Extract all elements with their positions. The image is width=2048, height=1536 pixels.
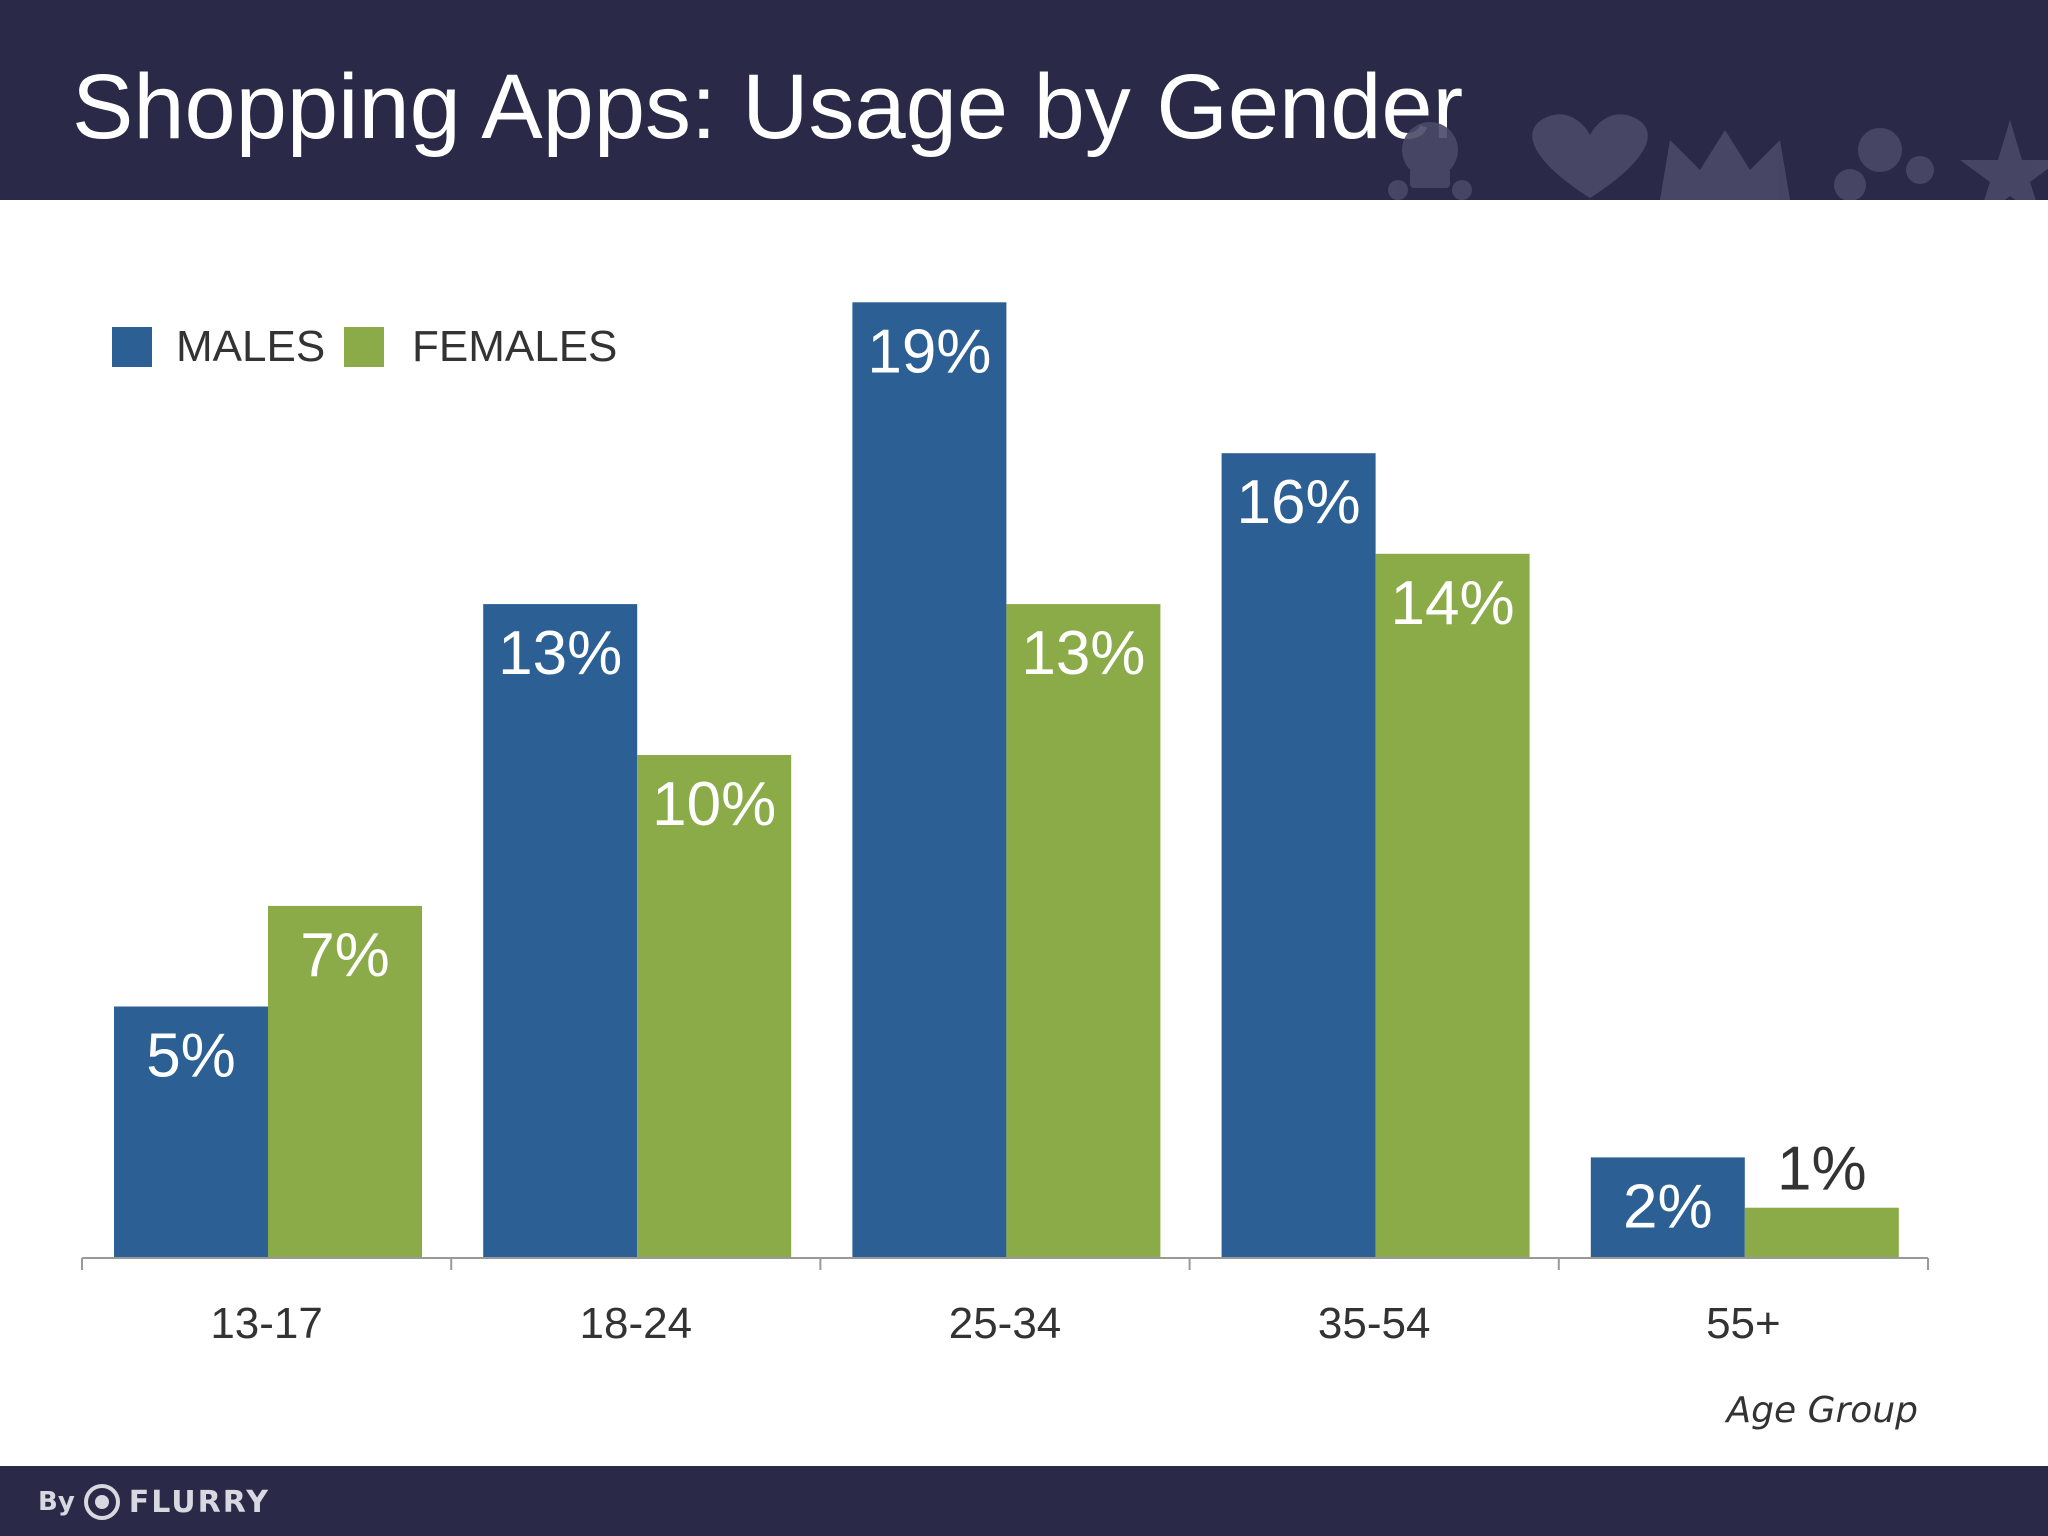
slide-header: Shopping Apps: Usage by Gender [0, 0, 2048, 200]
skull-icon [1388, 122, 1472, 200]
bar-males-35-54 [1221, 453, 1376, 1258]
x-tick-label-35-54: 35-54 [1318, 1299, 1431, 1348]
brand-name: FLURRY [128, 1484, 270, 1520]
chart-legend: MALES FEMALES [112, 322, 617, 371]
x-tick-label-18-24: 18-24 [580, 1299, 693, 1348]
data-label-females-35-54: 14% [1391, 569, 1515, 638]
bar-males-55+ [1590, 1157, 1745, 1258]
bar-females-25-34 [1006, 604, 1161, 1258]
bar-chart: MALES FEMALES 5% 7% 13% 10% 19% 13% 16% 14% 2% 1%… [81, 302, 1929, 1431]
data-label-females-25-34: 13% [1021, 619, 1145, 688]
legend-label-males: MALES [176, 322, 325, 371]
data-label-females-55+: 1% [1777, 1135, 1867, 1204]
x-tick-label-55+: 55+ [1706, 1299, 1781, 1348]
decorative-icons [1388, 114, 2048, 200]
data-label-males-13-17: 5% [146, 1022, 236, 1091]
legend-swatch-males [112, 327, 152, 367]
flurry-logo-icon [83, 1484, 120, 1520]
legend-swatch-females [344, 327, 384, 367]
bar-females-18-24 [637, 755, 792, 1258]
page-title: Shopping Apps: Usage by Gender [72, 56, 1464, 158]
bar-males-18-24 [483, 604, 638, 1258]
data-label-females-18-24: 10% [652, 770, 776, 839]
slide-footer [0, 1466, 2048, 1536]
heart-icon [1532, 114, 1648, 198]
x-tick-label-25-34: 25-34 [949, 1299, 1062, 1348]
gear-icon [1834, 128, 1934, 200]
brand-prefix: By [38, 1487, 75, 1517]
star-icon [1960, 120, 2048, 200]
chart-bars: 5% 7% 13% 10% 19% 13% 16% 14% 2% 1% [114, 302, 1899, 1258]
brand-logo: By FLURRY [38, 1480, 270, 1524]
x-axis: 13-17 18-24 25-34 35-54 55+ [81, 1257, 1929, 1348]
legend-label-females: FEMALES [412, 322, 617, 371]
crown-icon [1660, 130, 1790, 200]
bar-females-13-17 [268, 905, 422, 1258]
x-axis-title: Age Group [1725, 1390, 1918, 1431]
bar-males-13-17 [114, 1006, 268, 1258]
bar-females-35-54 [1375, 553, 1530, 1258]
data-label-males-55+: 2% [1623, 1172, 1713, 1241]
x-tick-label-13-17: 13-17 [210, 1299, 323, 1348]
bar-males-25-34 [852, 302, 1007, 1258]
data-label-females-13-17: 7% [300, 921, 390, 990]
data-label-males-35-54: 16% [1237, 468, 1361, 537]
data-label-males-25-34: 19% [867, 317, 991, 386]
data-label-males-18-24: 13% [498, 619, 622, 688]
bar-females-55+ [1744, 1207, 1899, 1258]
